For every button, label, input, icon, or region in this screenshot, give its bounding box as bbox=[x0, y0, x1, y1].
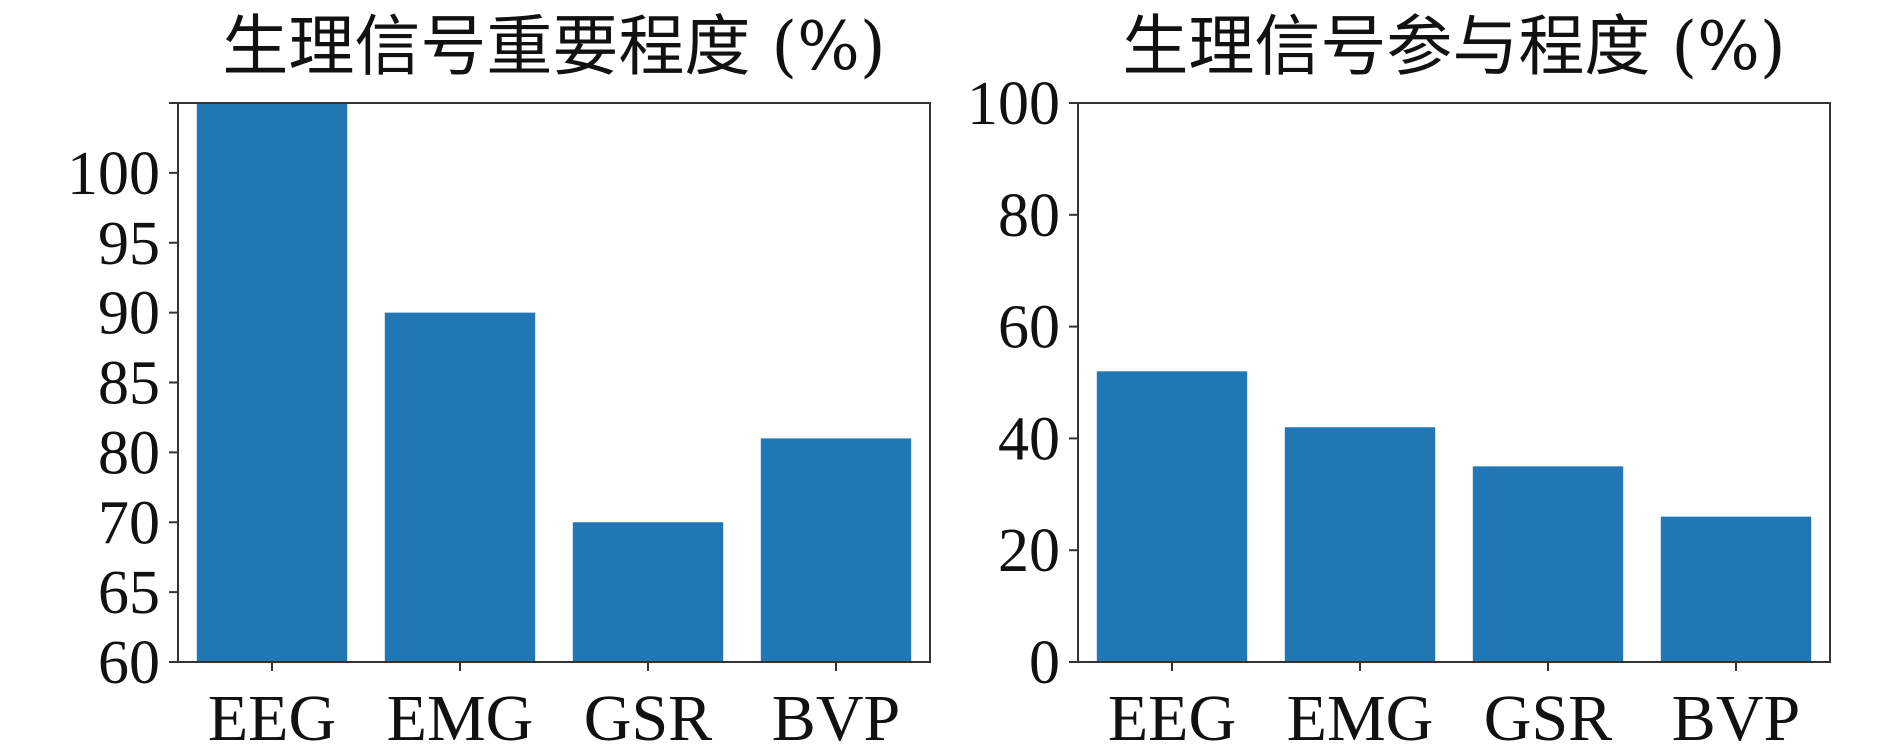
y-tick-label: 20 bbox=[998, 517, 1060, 585]
y-tick-label: 0 bbox=[1029, 629, 1060, 697]
y-tick-label: 70 bbox=[98, 489, 160, 557]
x-tick-label: GSR bbox=[584, 682, 712, 751]
bar-emg bbox=[384, 312, 536, 662]
bar-eeg bbox=[1096, 371, 1248, 662]
y-tick-label: 40 bbox=[998, 405, 1060, 473]
y-tick-label: 60 bbox=[998, 294, 1060, 362]
x-tick-label: EEG bbox=[208, 682, 336, 751]
y-tick-label: 80 bbox=[98, 419, 160, 487]
bar-eeg bbox=[196, 103, 348, 662]
x-tick-label: GSR bbox=[1484, 682, 1612, 751]
x-tick-label: EMG bbox=[1287, 682, 1434, 751]
chart-title: 生理信号重要程度 (%) bbox=[222, 8, 885, 85]
bar-gsr bbox=[1472, 466, 1624, 662]
y-tick-label: 80 bbox=[998, 182, 1060, 250]
y-tick-label: 85 bbox=[98, 350, 160, 418]
x-tick-label: EEG bbox=[1108, 682, 1236, 751]
x-tick-label: BVP bbox=[772, 682, 900, 751]
x-tick-label: BVP bbox=[1672, 682, 1800, 751]
y-tick-label: 100 bbox=[967, 70, 1060, 138]
bar-emg bbox=[1284, 427, 1436, 662]
y-tick-label: 90 bbox=[98, 280, 160, 348]
y-tick-label: 60 bbox=[98, 629, 160, 697]
y-tick-label: 65 bbox=[98, 559, 160, 627]
bar-bvp bbox=[1660, 516, 1812, 662]
y-tick-label: 95 bbox=[98, 210, 160, 278]
chart-title: 生理信号参与程度 (%) bbox=[1122, 8, 1785, 85]
chart-panel-2: 生理信号参与程度 (%) 0 20 40 60 80 100 EEG EMG GSR BVP bbox=[967, 8, 1831, 751]
y-tick-label: 100 bbox=[67, 140, 160, 208]
bar-gsr bbox=[572, 522, 724, 662]
x-tick-label: EMG bbox=[387, 682, 534, 751]
bar-bvp bbox=[760, 438, 912, 662]
plot-frame bbox=[1077, 102, 1831, 663]
